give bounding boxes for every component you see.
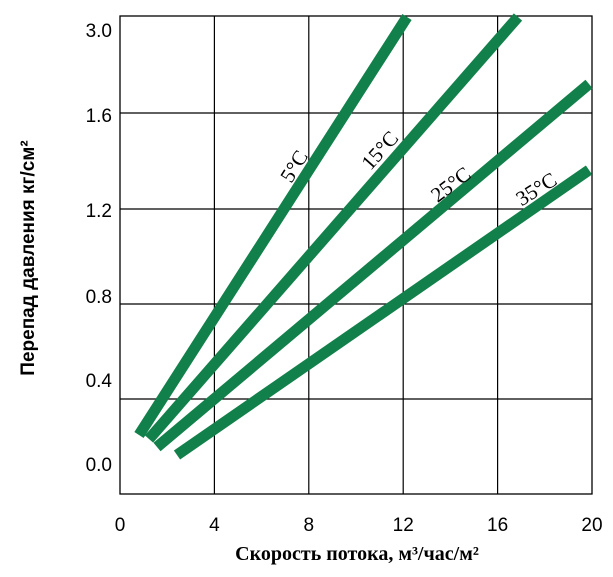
y-tick-3.0: 3.0 (86, 21, 112, 42)
y-tick-1.6: 1.6 (86, 106, 112, 127)
y-axis-label: Перепад давления кг/см² (18, 140, 39, 375)
y-tick-0.0: 0.0 (86, 455, 112, 476)
x-tick-0: 0 (115, 515, 126, 536)
x-tick-16: 16 (487, 515, 508, 536)
x-tick-20: 20 (581, 515, 602, 536)
y-tick-0.4: 0.4 (86, 371, 113, 392)
x-tick-12: 12 (393, 515, 414, 536)
x-axis-label: Скорость потока, м³/час/м² (235, 543, 479, 565)
y-tick-labels: 0.0 0.4 0.8 1.2 1.6 3.0 (86, 21, 113, 476)
x-tick-8: 8 (304, 515, 315, 536)
plot-frame (119, 15, 593, 495)
series-line-1 (144, 13, 523, 443)
x-tick-labels: 0 4 8 12 16 20 (115, 515, 603, 536)
series-lines (134, 13, 593, 460)
x-tick-4: 4 (209, 515, 220, 536)
plot-border (119, 15, 593, 495)
grid-lines (120, 16, 592, 494)
series-line-3 (173, 165, 593, 460)
y-tick-0.8: 0.8 (86, 287, 112, 308)
series-line-0 (134, 14, 412, 438)
y-tick-1.2: 1.2 (86, 201, 112, 222)
series-line-2 (153, 79, 593, 452)
